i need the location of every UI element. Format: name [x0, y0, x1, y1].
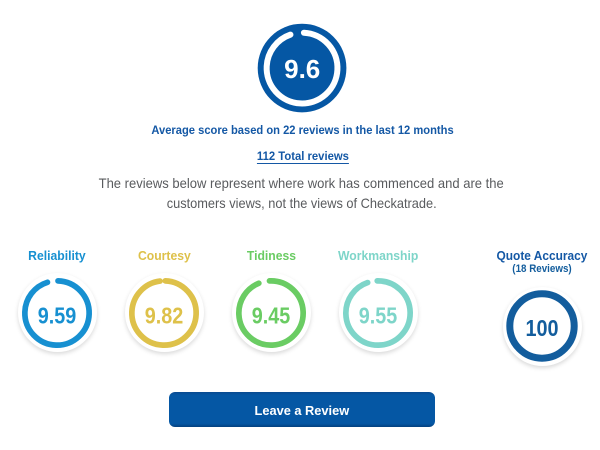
- svg-text:9.55: 9.55: [359, 302, 398, 329]
- svg-text:9.59: 9.59: [38, 302, 77, 329]
- svg-text:9.82: 9.82: [145, 302, 184, 329]
- svg-text:9.6: 9.6: [284, 54, 320, 84]
- svg-text:100: 100: [525, 315, 558, 342]
- svg-text:9.45: 9.45: [252, 302, 291, 329]
